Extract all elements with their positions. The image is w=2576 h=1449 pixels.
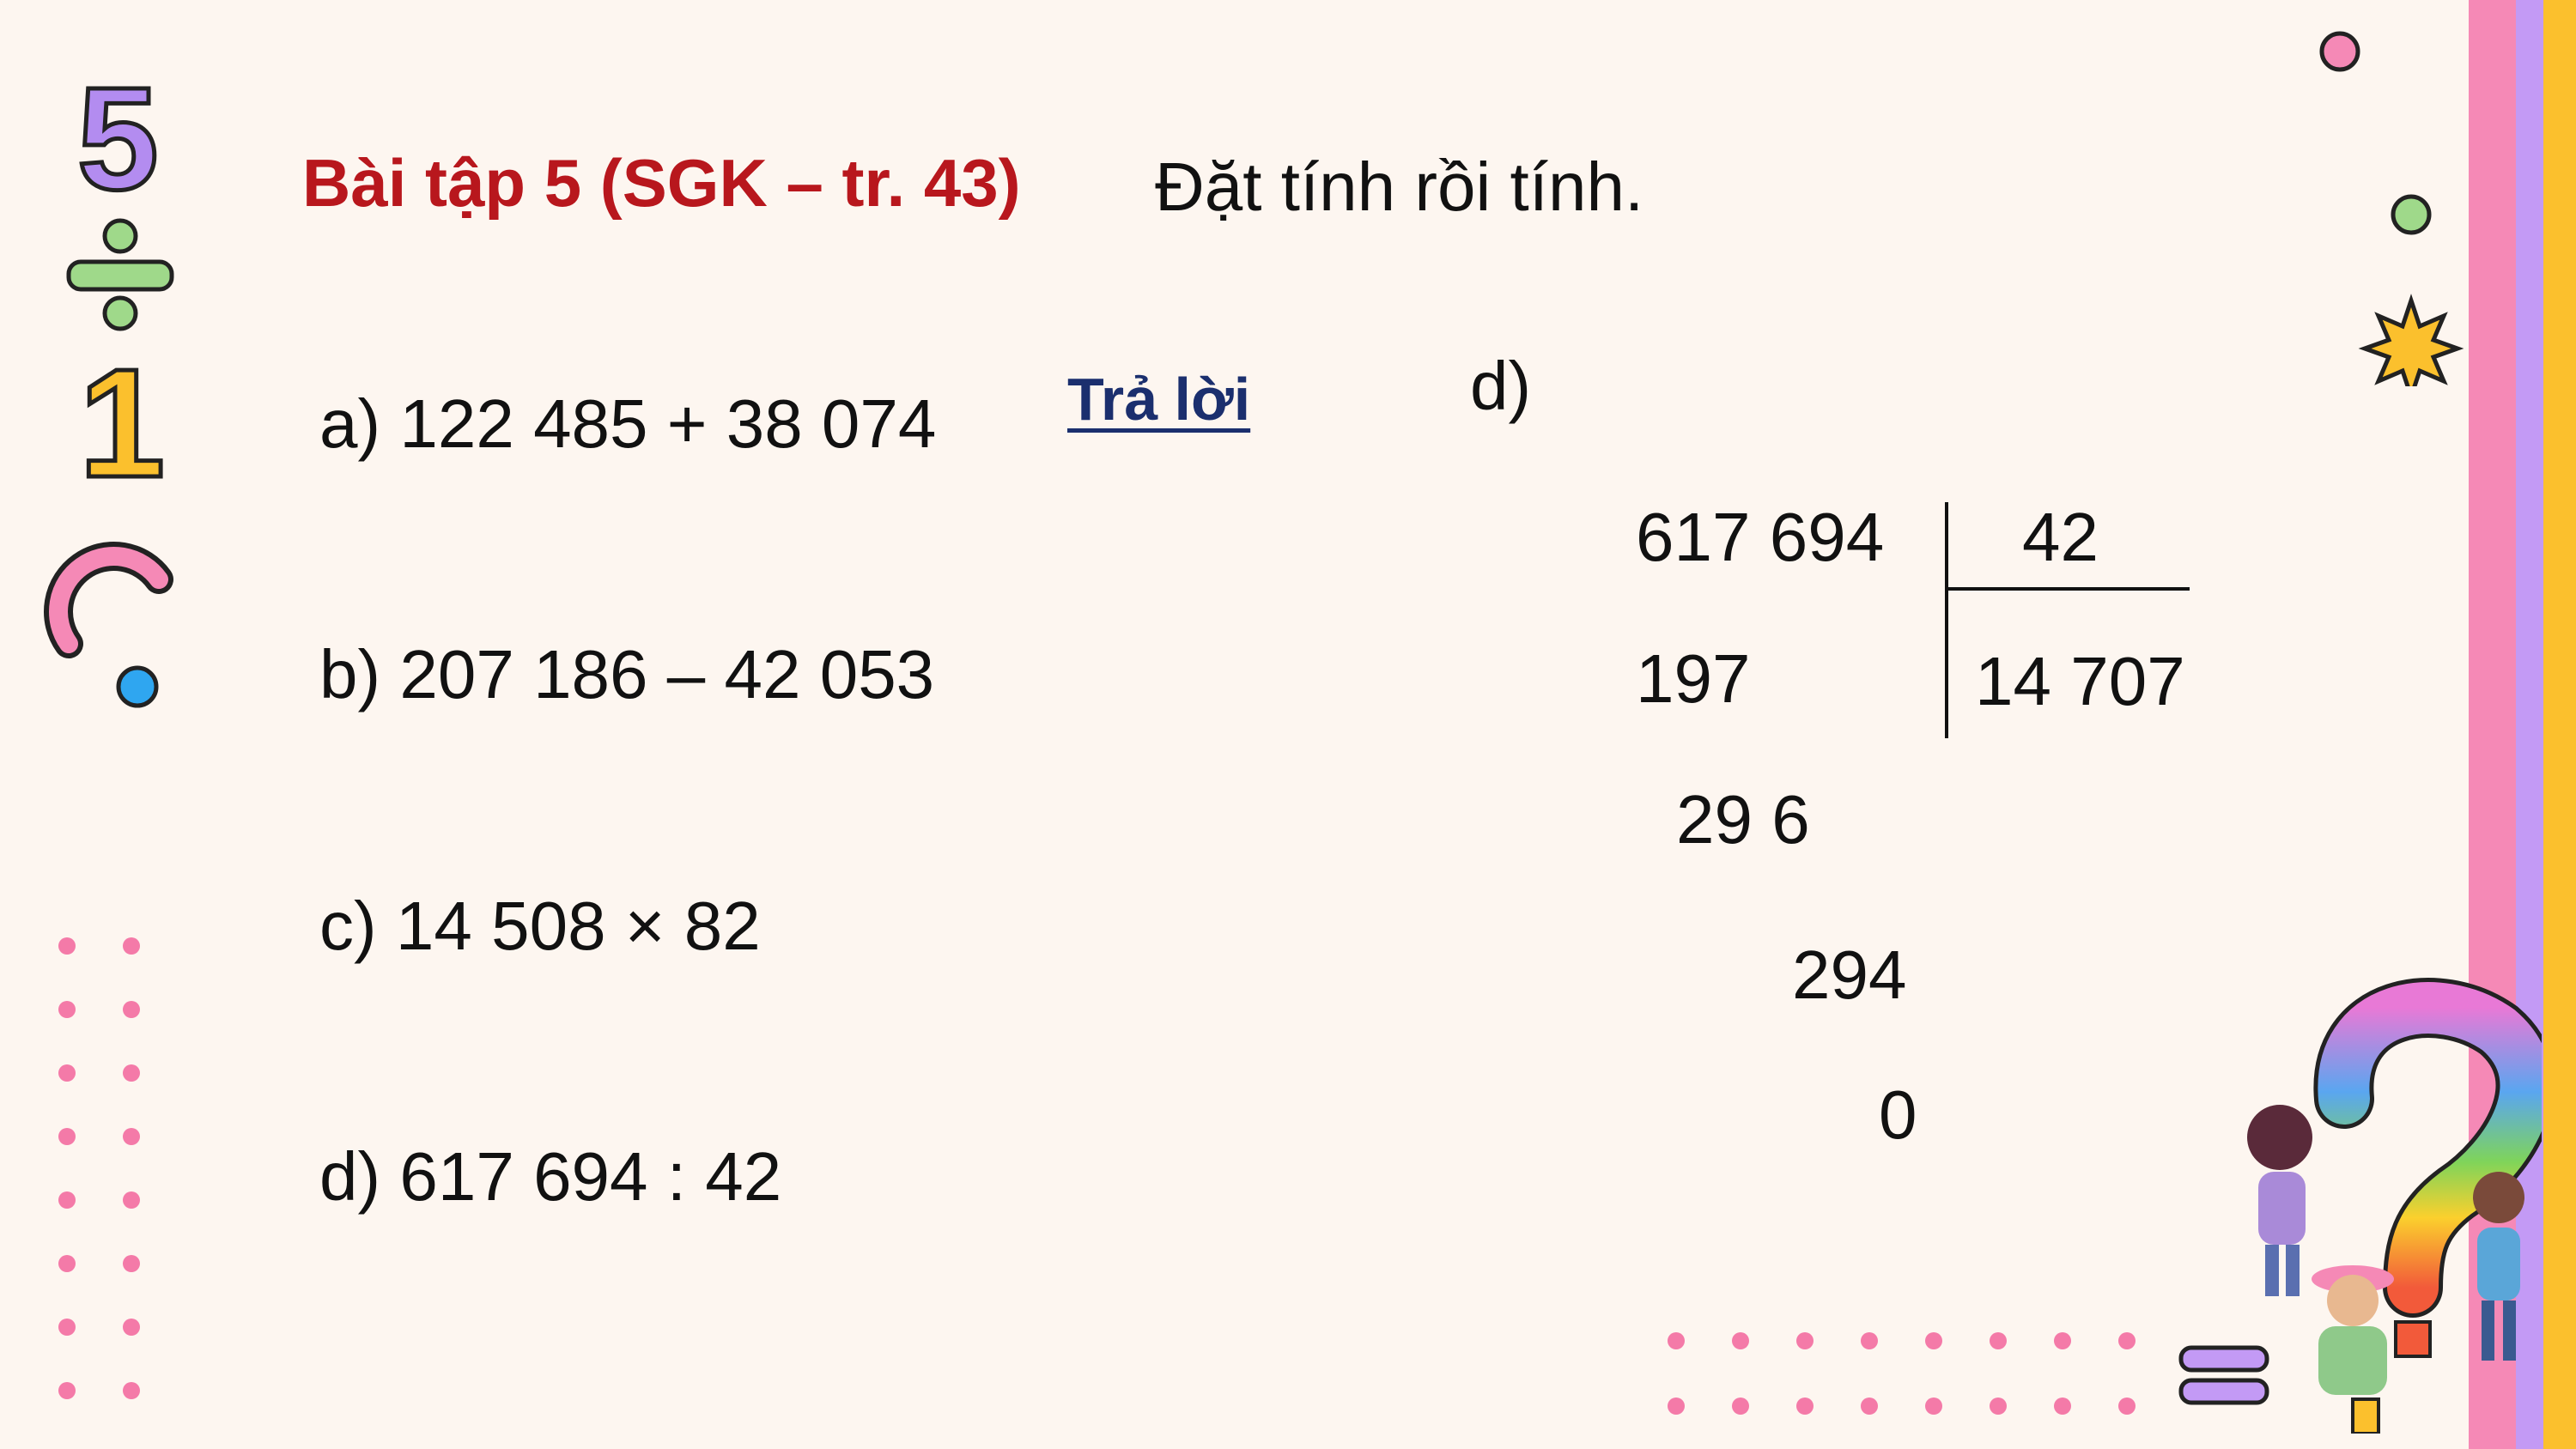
digit-one-icon: 1 xyxy=(79,337,165,510)
division-vertical-line xyxy=(1945,502,1948,738)
star-burst-icon xyxy=(2358,294,2464,386)
digit-five-icon: 5 xyxy=(77,77,159,221)
exercise-c: c) 14 508 × 82 xyxy=(319,888,761,964)
math-decoration-top-right xyxy=(2319,31,2464,386)
exercise-d: d) 617 694 : 42 xyxy=(319,1138,782,1215)
exercise-title: Bài tập 5 (SGK – tr. 43) xyxy=(302,145,1021,221)
division-divisor: 42 xyxy=(2022,499,2099,575)
division-step-2: 29 6 xyxy=(1676,781,1810,858)
division-step-1: 197 xyxy=(1636,640,1751,717)
kid-right-icon xyxy=(2473,1172,2524,1361)
blue-dot-icon xyxy=(116,665,159,708)
puzzle-question-illustration xyxy=(2178,978,2542,1434)
answer-link[interactable]: Trả lời xyxy=(1067,366,1251,433)
equals-sign-icon xyxy=(2178,1345,2269,1405)
exercise-b: b) 207 186 – 42 053 xyxy=(319,636,935,712)
exercise-a: a) 122 485 + 38 074 xyxy=(319,385,937,462)
kid-left-icon xyxy=(2247,1105,2312,1296)
green-circle-icon xyxy=(2391,194,2432,235)
dot-grid-left xyxy=(58,937,153,1418)
divide-sign-icon xyxy=(66,218,174,331)
division-dividend: 617 694 xyxy=(1636,499,1885,575)
stripe-yellow xyxy=(2543,0,2576,1449)
kid-bottom-icon xyxy=(2312,1265,2394,1395)
division-horizontal-line xyxy=(1947,587,2190,591)
division-part-label: d) xyxy=(1470,348,1532,424)
division-step-3: 294 xyxy=(1792,937,1907,1013)
pink-circle-icon xyxy=(2319,31,2360,72)
division-quotient: 14 707 xyxy=(1975,643,2185,719)
instruction-text: Đặt tính rồi tính. xyxy=(1155,149,1644,225)
math-decoration-left: 5 1 xyxy=(43,77,174,708)
dot-grid-bottom xyxy=(1668,1332,2148,1418)
division-step-4: 0 xyxy=(1879,1076,1917,1153)
